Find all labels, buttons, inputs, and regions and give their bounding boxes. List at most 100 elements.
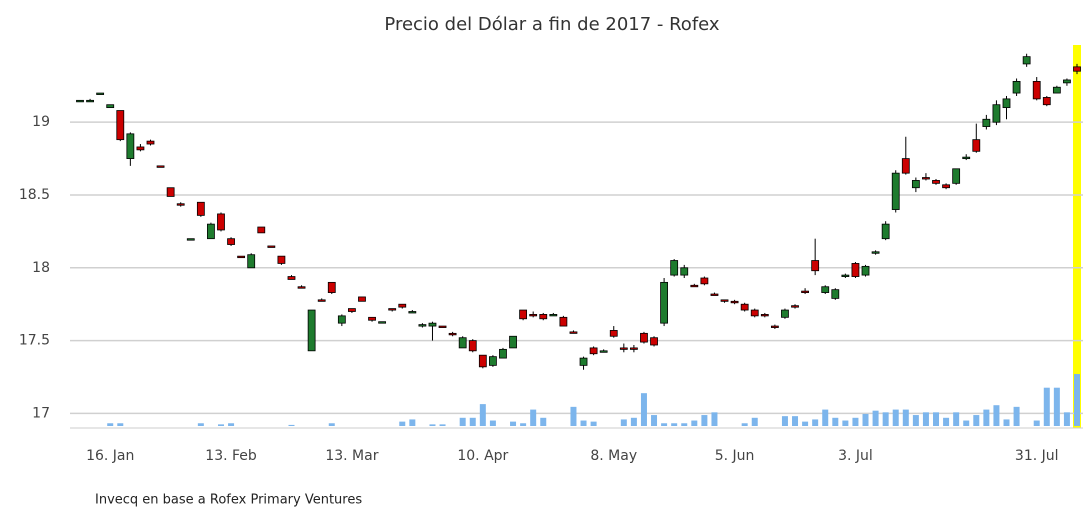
- volume-bar: [489, 420, 496, 426]
- volume-bar: [681, 423, 688, 426]
- candle-body: [297, 286, 306, 289]
- volume-bar: [1043, 387, 1050, 426]
- candle-body: [1042, 97, 1051, 106]
- volume-bar: [540, 417, 547, 426]
- volume-bar: [983, 409, 990, 426]
- candle-body: [770, 325, 779, 328]
- candle-body: [408, 311, 417, 314]
- candle-body: [488, 356, 497, 366]
- candle-body: [448, 332, 457, 336]
- volume-bar: [459, 417, 466, 426]
- candle-body: [247, 254, 256, 269]
- volume-bar: [640, 393, 647, 426]
- candle-body: [438, 325, 447, 328]
- candle-body: [922, 177, 930, 180]
- candle-body: [871, 251, 880, 254]
- volume-bar: [933, 412, 940, 426]
- candle-body: [217, 213, 225, 231]
- volume-bar: [822, 409, 829, 426]
- volume-bar: [469, 417, 476, 426]
- x-tick-label: 31. Jul: [1015, 448, 1059, 464]
- candle-body: [1022, 56, 1031, 65]
- candle-body: [760, 314, 769, 317]
- candle-body: [730, 300, 739, 304]
- candle-body: [962, 156, 971, 160]
- candle-body: [992, 104, 1001, 123]
- volume-bar: [781, 416, 788, 426]
- volume-bar: [429, 424, 436, 426]
- volume-bar: [812, 419, 819, 426]
- volume-bar: [409, 419, 416, 426]
- candle-body: [388, 308, 397, 311]
- candle-body: [509, 335, 517, 349]
- candle-body: [569, 331, 578, 334]
- volume-bar: [1013, 406, 1020, 426]
- volume-bar: [1033, 420, 1040, 426]
- volume-bar: [620, 419, 627, 426]
- volume-bar: [872, 410, 879, 426]
- candle-body: [720, 299, 729, 302]
- candle-body: [952, 168, 961, 184]
- candle-body: [146, 140, 155, 145]
- candle-body: [972, 139, 981, 152]
- candle-body: [76, 99, 84, 103]
- volume-bar: [107, 423, 114, 426]
- volume-bar: [741, 423, 748, 426]
- volume-bar: [1053, 387, 1060, 426]
- candle-body: [811, 260, 820, 272]
- volume-bar: [691, 420, 698, 426]
- volume-bar: [520, 423, 527, 426]
- volume-bar: [580, 420, 587, 426]
- volume-bar: [943, 417, 950, 426]
- candle-body: [881, 223, 890, 240]
- candle-body: [650, 337, 658, 346]
- candle-body: [599, 350, 608, 353]
- volume-bar: [1003, 419, 1010, 426]
- candle-body: [932, 180, 940, 184]
- y-tick-label: 19: [32, 114, 50, 130]
- candle-body: [821, 286, 830, 293]
- volume-bar: [832, 417, 839, 426]
- candle-body: [1002, 98, 1011, 109]
- candle-body: [942, 184, 950, 189]
- candle-body: [559, 316, 568, 327]
- candle-body: [1032, 81, 1041, 100]
- candle-body: [519, 309, 528, 320]
- candle-body: [358, 296, 366, 302]
- volume-bar: [922, 412, 929, 426]
- volume-bar: [993, 405, 1000, 426]
- volume-bar: [751, 417, 758, 426]
- volume-bar: [671, 423, 678, 426]
- x-tick-label: 10. Apr: [457, 448, 508, 464]
- candle-body: [609, 330, 618, 337]
- candle-body: [801, 290, 809, 294]
- candle-body: [337, 315, 346, 324]
- volume-bar: [842, 420, 849, 426]
- candle-body: [156, 165, 165, 168]
- candle-body: [176, 203, 185, 206]
- volume-bar: [651, 415, 658, 426]
- candle-body: [237, 255, 246, 259]
- x-tick-label: 5. Jun: [715, 448, 755, 464]
- candle-body: [499, 348, 507, 359]
- y-tick-label: 17.5: [19, 333, 50, 349]
- candle-body: [1073, 66, 1081, 72]
- volume-bar: [479, 404, 486, 426]
- candle-body: [196, 201, 205, 216]
- volume-bar: [630, 417, 637, 426]
- candle-body: [257, 226, 266, 234]
- candle-body: [982, 118, 991, 127]
- x-tick-label: 8. May: [590, 448, 637, 464]
- volume-bar: [530, 409, 537, 426]
- candle-body: [861, 265, 870, 276]
- candle-body: [901, 158, 910, 174]
- candle-body: [619, 347, 628, 350]
- volume-bar: [862, 413, 869, 426]
- x-tick-label: 3. Jul: [838, 448, 873, 464]
- volume-bar: [570, 406, 577, 426]
- candle-body: [317, 299, 326, 302]
- candle-body: [529, 314, 538, 317]
- candle-body: [911, 180, 920, 189]
- candle-body: [307, 309, 316, 352]
